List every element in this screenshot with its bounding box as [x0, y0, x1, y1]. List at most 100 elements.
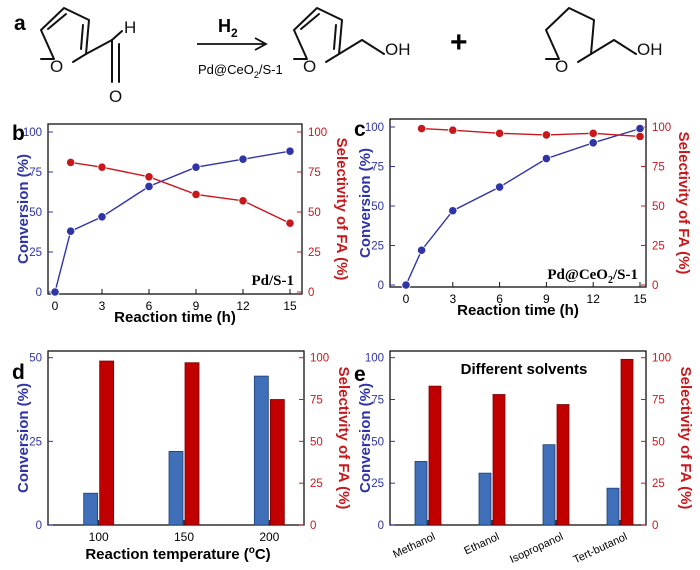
furfuryl-ring-oxygen: O [303, 57, 316, 76]
panel-e-ytick-right-label: 100 [652, 353, 671, 365]
panel-d-category-label: 200 [259, 530, 279, 544]
panel-e-conversion-bar [606, 487, 620, 526]
panel-c-xtick-label: 15 [633, 292, 647, 306]
furfural-ring-oxygen: O [50, 57, 63, 76]
panel-e-category-label: Ethanol [462, 531, 501, 558]
panel-c-ytick-left-label: 0 [378, 280, 384, 292]
panel-b-conversion-point [50, 287, 60, 297]
panel-e-ytick-right-label: 25 [652, 478, 665, 490]
panel-b-ytick-left-label: 100 [23, 127, 42, 139]
panel-c-ytick-right-label: 75 [652, 162, 665, 174]
panel-d-ytick-right-label: 50 [310, 436, 323, 448]
panel-b-selectivity-point [97, 162, 107, 172]
panel-c-xtick-label: 6 [496, 292, 503, 306]
panel-c-ytick-right-label: 25 [652, 241, 665, 253]
panel-e-ytick-right-label: 75 [652, 395, 665, 407]
panel-c-selectivity-line [421, 127, 641, 138]
panel-b-xtick-label: 3 [99, 299, 106, 313]
reaction-arrow: H2 Pd@CeO2/S-1 [197, 16, 283, 80]
panel-b-xlabel: Reaction time (h) [114, 309, 236, 326]
panel-b-ylabel-left: Conversion (%) [15, 154, 32, 264]
panel-c-xtick-label: 9 [543, 292, 550, 306]
panel-d-chart: d Conversion (%) Selectivity of FA (%) R… [12, 350, 352, 563]
panel-e-chart: e Conversion (%) Selectivity of FA (%) D… [354, 350, 694, 566]
panel-b-ytick-left-label: 75 [29, 167, 42, 179]
panel-e-ylabel-right: Selectivity of FA (%) [677, 367, 694, 510]
panel-c-selectivity-point [588, 128, 598, 138]
panel-b-xtick-label: 15 [283, 299, 297, 313]
panel-e-selectivity-bar [492, 394, 506, 526]
reagent-h2: H2 [218, 16, 238, 40]
panel-d-conversion-bar [83, 492, 99, 526]
panel-c-selectivity-point [541, 130, 552, 140]
panel-c-xtick-label: 12 [587, 292, 601, 306]
thfa-ring-oxygen: O [555, 57, 568, 76]
thfa-hydroxyl: OH [637, 40, 663, 59]
panel-b-conversion-point [285, 146, 295, 156]
panel-b-label: b [12, 122, 25, 145]
panel-e-ytick-left-label: 75 [371, 395, 384, 407]
panel-c-xtick-label: 3 [449, 292, 456, 306]
panel-c-ytick-left-label: 50 [371, 201, 384, 213]
panel-b-conversion-line [54, 150, 291, 293]
panel-c-conversion-point [448, 206, 458, 216]
tetrahydrofurfuryl-alcohol-structure: O OH [545, 7, 663, 76]
panel-d-label: d [12, 361, 25, 384]
panel-b-selectivity-point [285, 218, 295, 228]
panel-c-selectivity-point [448, 125, 458, 135]
panel-b-conversion-point [144, 181, 154, 191]
panel-c-annotation: Pd@CeO2/S-1 [547, 267, 638, 286]
panel-a-label: a [14, 12, 26, 35]
panel-d-ytick-left-label: 0 [36, 520, 42, 532]
panel-b-conversion-point [191, 162, 201, 172]
panel-b-ytick-right-label: 50 [308, 207, 321, 219]
panel-b-xtick-label: 6 [146, 299, 153, 313]
panel-c-conversion-point [401, 280, 411, 290]
panel-b-selectivity-point [191, 189, 201, 199]
catalyst-label: Pd@CeO2/S-1 [198, 62, 283, 80]
panel-b-selectivity-point [144, 172, 154, 182]
panel-d-ytick-right-label: 75 [310, 395, 323, 407]
panel-d-ytick-left-label: 25 [29, 436, 42, 448]
panel-e-ytick-left-label: 0 [378, 520, 384, 532]
panel-c-ytick-left-label: 25 [371, 241, 384, 253]
panel-b-selectivity-point [238, 196, 248, 206]
panel-e-annotation: Different solvents [461, 361, 588, 378]
panel-b-ytick-right-label: 100 [308, 127, 327, 139]
panel-c-selectivity-point [635, 131, 645, 142]
panel-c-conversion-point [416, 245, 427, 255]
panel-c-chart: c Conversion (%) Selectivity of FA (%) R… [354, 118, 692, 319]
furfuryl-hydroxyl: OH [385, 40, 411, 59]
panel-c-ytick-left-label: 75 [371, 162, 384, 174]
panel-c-frame [389, 118, 647, 288]
panel-c-ytick-right-label: 100 [652, 122, 671, 134]
panel-c-conversion-point [635, 123, 645, 134]
panel-e-category-label: Isopropanol [508, 531, 565, 566]
panel-d-conversion-bar [253, 375, 269, 526]
panel-b-selectivity-point [66, 157, 76, 167]
panel-a-scheme: a O O H H2 Pd@CeO2/S-1 [14, 7, 663, 106]
panel-c-xtick-label: 0 [403, 292, 410, 306]
panel-b-xtick-label: 0 [52, 299, 59, 313]
furfural-aldehyde-hydrogen: H [124, 18, 136, 37]
panel-c-label: c [354, 118, 366, 141]
panel-b-conversion-point [97, 212, 107, 222]
panel-c-ylabel-right: Selectivity of FA (%) [675, 132, 692, 275]
panel-c-ytick-right-label: 50 [652, 201, 665, 213]
panel-b-frame [47, 123, 303, 295]
panel-b-ylabel-right: Selectivity of FA (%) [333, 138, 350, 281]
panel-e-ylabel-left: Conversion (%) [357, 383, 374, 493]
panel-d-xlabel: Reaction temperature (oC) [85, 545, 270, 563]
panel-d-ytick-right-label: 100 [310, 353, 329, 365]
panel-b-ytick-right-label: 0 [308, 287, 314, 299]
panel-c-conversion-point [588, 138, 598, 148]
panel-e-category-label: Methanol [391, 531, 437, 561]
panel-e-frame [389, 350, 647, 526]
panel-e-category-label: Tert-butanol [572, 531, 630, 566]
panel-b-ytick-right-label: 75 [308, 167, 321, 179]
panel-e-conversion-bar [478, 472, 492, 526]
panel-e-conversion-bar [414, 461, 428, 526]
panel-c-ytick-right-label: 0 [652, 280, 658, 292]
